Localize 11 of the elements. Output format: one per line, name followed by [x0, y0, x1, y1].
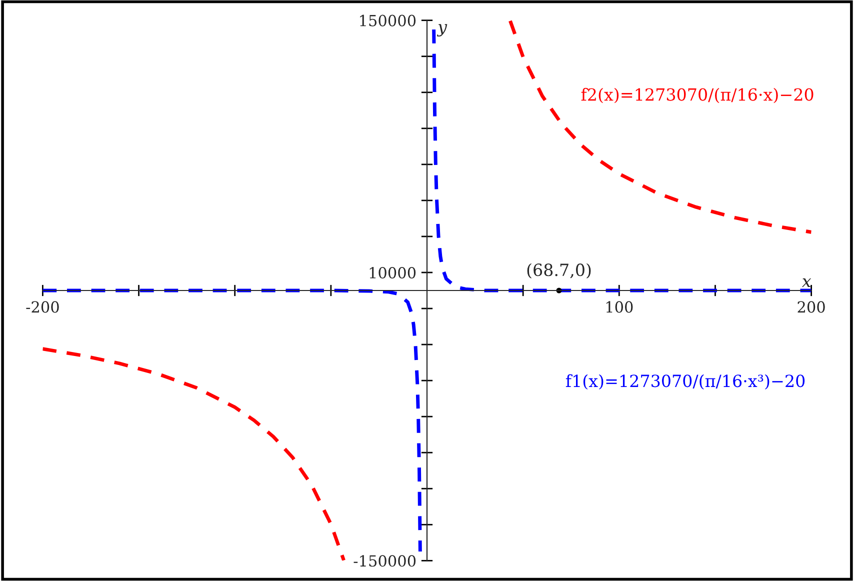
x-axis-title: x	[802, 278, 812, 288]
y-tick-label: 150000	[360, 14, 416, 26]
x-tick-label: -200	[26, 301, 59, 313]
series-label: f2(x)=1273070/(π/16·x)−20	[581, 88, 814, 104]
y-axis-title: y	[436, 24, 448, 36]
x-tick-label: 200	[798, 301, 825, 313]
x-tick-label: 100	[606, 301, 633, 313]
y-tick-label: 10000	[370, 266, 416, 279]
annotation: (68.7,0)	[527, 263, 591, 279]
text: f1(x)=1273070/(π/16·x³)−20	[566, 374, 805, 390]
y-tick-label: -150000	[354, 555, 416, 567]
